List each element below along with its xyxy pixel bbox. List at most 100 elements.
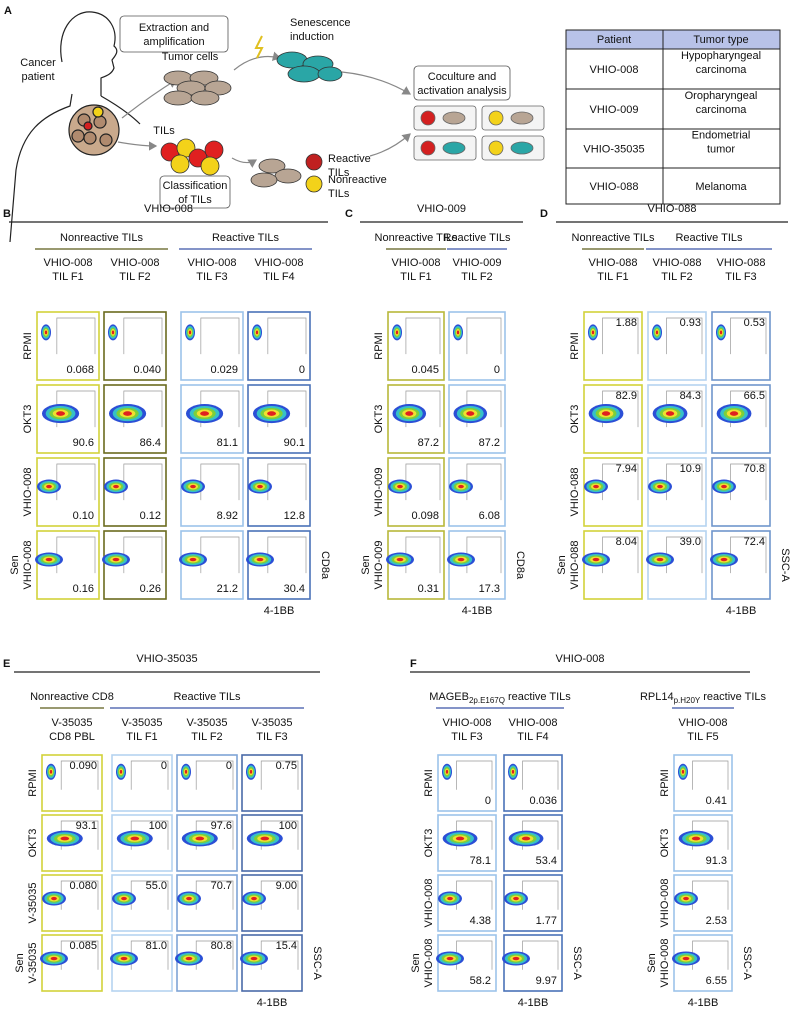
gate-value: 0: [494, 364, 500, 376]
gate-value: 8.92: [217, 510, 238, 522]
table-cell: carcinoma: [696, 64, 748, 76]
gate-value: 0.12: [140, 510, 161, 522]
gate: [666, 317, 703, 355]
gate-value: 55.0: [146, 880, 167, 892]
gate: [466, 317, 502, 355]
row-label: OKT3: [22, 405, 34, 434]
til-cells-icon: [160, 138, 323, 193]
cell-density: [665, 411, 675, 416]
column-header: VHIO-088: [589, 257, 638, 269]
cell-density: [512, 956, 520, 961]
panel-label: D: [540, 208, 548, 220]
table-cell: Melanoma: [695, 181, 747, 193]
cell-density: [200, 411, 210, 416]
cell-density: [190, 484, 196, 489]
column-header: TIL F4: [263, 271, 294, 283]
cell-density: [111, 330, 115, 335]
gate: [123, 317, 163, 355]
gate-value: 6.55: [706, 975, 727, 987]
gate-value: 81.1: [217, 437, 238, 449]
flow-plot: [503, 934, 563, 992]
cell-density: [255, 330, 259, 335]
cell-density: [119, 769, 123, 774]
gate: [456, 760, 493, 790]
x-axis-label: 4-1BB: [518, 997, 549, 1009]
column-header: TIL F1: [126, 731, 157, 743]
flow-plot: [180, 311, 244, 381]
table-cell: Oropharyngeal: [685, 90, 758, 102]
cell-density: [719, 330, 723, 335]
cell-density: [251, 896, 257, 901]
gate-value: 12.8: [284, 510, 305, 522]
y-axis-label: CD8a: [514, 551, 526, 580]
gate-value: 58.2: [470, 975, 491, 987]
panel-title: VHIO-008: [144, 203, 193, 215]
row-label: RPMI: [659, 769, 671, 797]
y-axis-label: CD8a: [319, 551, 331, 580]
group-label: Nonreactive TILs: [572, 232, 655, 244]
cell-density: [657, 484, 663, 489]
group-label-main: MAGEB: [429, 691, 469, 703]
gate-value: 2.53: [706, 915, 727, 927]
gate: [200, 317, 240, 355]
panel-label: C: [345, 208, 353, 220]
row-label: VHIO-008: [22, 541, 34, 590]
gate-value: 53.4: [536, 855, 557, 867]
flow-plot: [673, 754, 733, 812]
group-label: Reactive TILs: [212, 232, 280, 244]
row-label: VHIO-088: [569, 541, 581, 590]
cell-density: [256, 557, 264, 562]
gate: [56, 317, 96, 355]
cell-density: [130, 836, 140, 841]
table-cell: Hypopharyngeal: [681, 50, 761, 62]
schematic-label: TILs: [153, 125, 175, 137]
cell-density: [655, 330, 659, 335]
gate-value: 0: [485, 795, 491, 807]
cell-density: [521, 836, 531, 841]
schematic-label: of TILs: [178, 194, 212, 206]
column-header: TIL F3: [256, 731, 287, 743]
table-cell: VHIO-088: [590, 181, 639, 193]
gate-value: 87.2: [418, 437, 439, 449]
gate-value: 81.0: [146, 940, 167, 952]
gate-value: 0.16: [73, 583, 94, 595]
cell-density: [51, 896, 57, 901]
cell-density: [189, 557, 197, 562]
flow-plot: [36, 311, 100, 381]
cell-density: [455, 836, 465, 841]
gate-value: 0.080: [69, 880, 97, 892]
row-label: RPMI: [27, 769, 39, 797]
gate-value: 39.0: [680, 536, 701, 548]
cell-density: [397, 484, 403, 489]
flow-plot: [583, 311, 643, 381]
cell-density: [120, 956, 128, 961]
cell-density: [188, 330, 192, 335]
gate-value: 0.036: [529, 795, 557, 807]
gate-value: 8.04: [616, 536, 637, 548]
gate: [602, 317, 639, 355]
gate-value: 17.3: [479, 583, 500, 595]
gate-value: 0: [226, 760, 232, 772]
cell-density: [45, 557, 53, 562]
cell-density: [56, 411, 66, 416]
gate-value: 100: [149, 820, 167, 832]
row-label: Sen: [556, 555, 568, 575]
cell-density: [720, 557, 728, 562]
column-header: TIL F4: [517, 731, 548, 743]
schematic-label: Cancer: [20, 57, 56, 69]
column-header: TIL F1: [400, 271, 431, 283]
column-header: TIL F1: [52, 271, 83, 283]
cell-density: [260, 836, 270, 841]
table-frame: [565, 29, 781, 205]
gate-value: 30.4: [284, 583, 305, 595]
y-axis-label: SSC-A: [779, 548, 791, 582]
gate-value: 0.41: [706, 795, 727, 807]
gate: [195, 760, 234, 790]
row-label: VHIO-008: [22, 468, 34, 517]
gate-value: 6.08: [479, 510, 500, 522]
column-header: VHIO-008: [679, 717, 728, 729]
row-label: VHIO-009: [373, 468, 385, 517]
cell-density: [185, 956, 193, 961]
cell-density: [446, 956, 454, 961]
column-header: VHIO-008: [44, 257, 93, 269]
